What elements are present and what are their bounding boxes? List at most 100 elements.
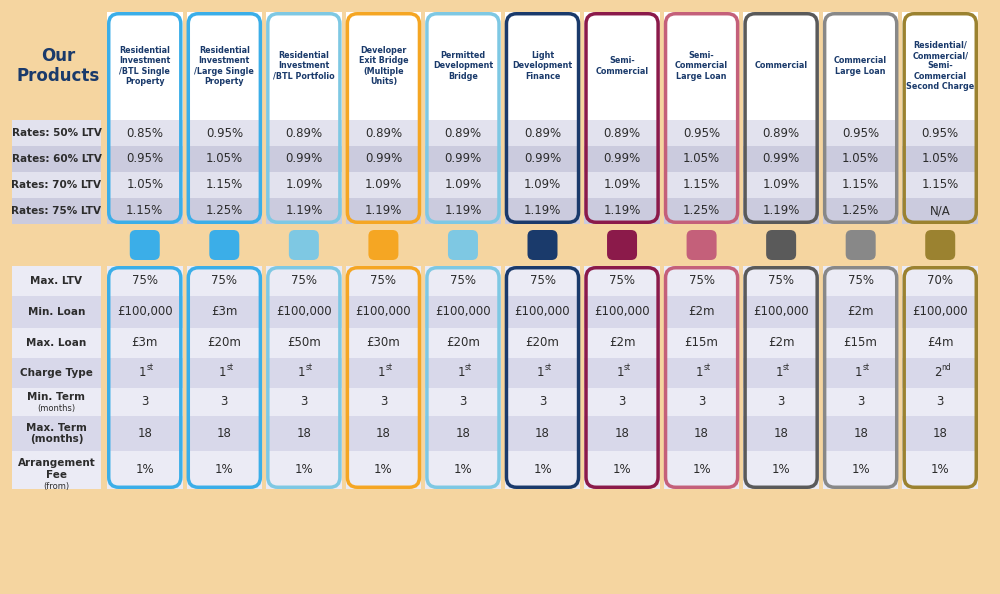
- Bar: [823, 451, 898, 489]
- Bar: [664, 12, 739, 120]
- Text: 3: 3: [459, 396, 467, 409]
- Bar: [823, 172, 898, 198]
- Bar: [425, 358, 501, 388]
- Bar: [584, 416, 660, 451]
- Text: 0.99%: 0.99%: [444, 153, 482, 166]
- Bar: [12, 172, 101, 198]
- Text: Developer
Exit Bridge
(Multiple
Units): Developer Exit Bridge (Multiple Units): [359, 46, 408, 86]
- Text: 3: 3: [539, 396, 546, 409]
- Bar: [743, 296, 819, 328]
- Text: £100,000: £100,000: [117, 305, 173, 318]
- Bar: [664, 120, 739, 146]
- Bar: [823, 146, 898, 172]
- Bar: [584, 146, 660, 172]
- Text: Charge Type: Charge Type: [20, 368, 93, 378]
- FancyBboxPatch shape: [607, 230, 637, 260]
- Bar: [187, 416, 262, 451]
- Text: £4m: £4m: [927, 336, 953, 349]
- Text: Min. Loan: Min. Loan: [28, 307, 85, 317]
- Bar: [425, 328, 501, 358]
- Bar: [823, 266, 898, 296]
- Text: £100,000: £100,000: [435, 305, 491, 318]
- Text: 1.05%: 1.05%: [922, 153, 959, 166]
- Text: st: st: [704, 364, 711, 372]
- Bar: [187, 296, 262, 328]
- Bar: [902, 296, 978, 328]
- Text: 3: 3: [857, 396, 864, 409]
- Bar: [664, 416, 739, 451]
- Bar: [187, 198, 262, 224]
- Bar: [584, 328, 660, 358]
- Bar: [107, 120, 183, 146]
- Text: £100,000: £100,000: [356, 305, 411, 318]
- Bar: [107, 296, 183, 328]
- Bar: [346, 296, 421, 328]
- FancyBboxPatch shape: [687, 230, 717, 260]
- Bar: [187, 358, 262, 388]
- Text: 1: 1: [696, 366, 703, 380]
- Text: st: st: [783, 364, 790, 372]
- FancyBboxPatch shape: [130, 230, 160, 260]
- Text: 0.89%: 0.89%: [524, 127, 561, 140]
- Text: st: st: [863, 364, 870, 372]
- Text: £50m: £50m: [287, 336, 321, 349]
- Bar: [425, 416, 501, 451]
- Text: 1%: 1%: [772, 463, 790, 476]
- Bar: [346, 388, 421, 416]
- Text: 75%: 75%: [291, 274, 317, 287]
- Bar: [902, 266, 978, 296]
- Text: 1.09%: 1.09%: [763, 179, 800, 191]
- Bar: [346, 266, 421, 296]
- Text: 0.89%: 0.89%: [763, 127, 800, 140]
- Bar: [505, 120, 580, 146]
- Bar: [584, 266, 660, 296]
- Bar: [664, 146, 739, 172]
- Text: Our
Products: Our Products: [17, 46, 100, 86]
- Text: 1.25%: 1.25%: [206, 204, 243, 217]
- Bar: [743, 328, 819, 358]
- Text: 0.95%: 0.95%: [126, 153, 163, 166]
- Bar: [187, 451, 262, 489]
- Text: st: st: [385, 364, 392, 372]
- Bar: [505, 12, 580, 120]
- Text: Arrangement: Arrangement: [18, 458, 95, 468]
- Text: 0.99%: 0.99%: [524, 153, 561, 166]
- Bar: [187, 12, 262, 120]
- Text: 1.19%: 1.19%: [365, 204, 402, 217]
- Text: 75%: 75%: [530, 274, 556, 287]
- Bar: [266, 451, 342, 489]
- Bar: [107, 12, 183, 120]
- Text: Rates: 60% LTV: Rates: 60% LTV: [12, 154, 101, 164]
- FancyBboxPatch shape: [448, 230, 478, 260]
- Text: 0.95%: 0.95%: [683, 127, 720, 140]
- Text: 3: 3: [141, 396, 148, 409]
- Bar: [743, 12, 819, 120]
- Text: 1%: 1%: [613, 463, 631, 476]
- Text: 75%: 75%: [689, 274, 715, 287]
- Bar: [823, 120, 898, 146]
- Text: Rates: 70% LTV: Rates: 70% LTV: [11, 180, 102, 190]
- Text: 1: 1: [775, 366, 783, 380]
- Bar: [346, 416, 421, 451]
- Bar: [505, 328, 580, 358]
- Bar: [664, 172, 739, 198]
- Bar: [266, 358, 342, 388]
- Text: 3: 3: [777, 396, 785, 409]
- Bar: [266, 120, 342, 146]
- Bar: [425, 120, 501, 146]
- Text: 18: 18: [137, 427, 152, 440]
- Bar: [823, 358, 898, 388]
- Text: 1: 1: [139, 366, 147, 380]
- Text: £2m: £2m: [688, 305, 715, 318]
- Bar: [266, 266, 342, 296]
- Text: Semi-
Commercial: Semi- Commercial: [595, 56, 649, 75]
- Text: 18: 18: [774, 427, 789, 440]
- Bar: [902, 146, 978, 172]
- Bar: [346, 120, 421, 146]
- Bar: [743, 146, 819, 172]
- Text: Min. Term: Min. Term: [27, 392, 86, 402]
- Bar: [346, 328, 421, 358]
- Bar: [823, 416, 898, 451]
- Text: 1.15%: 1.15%: [842, 179, 879, 191]
- Bar: [425, 146, 501, 172]
